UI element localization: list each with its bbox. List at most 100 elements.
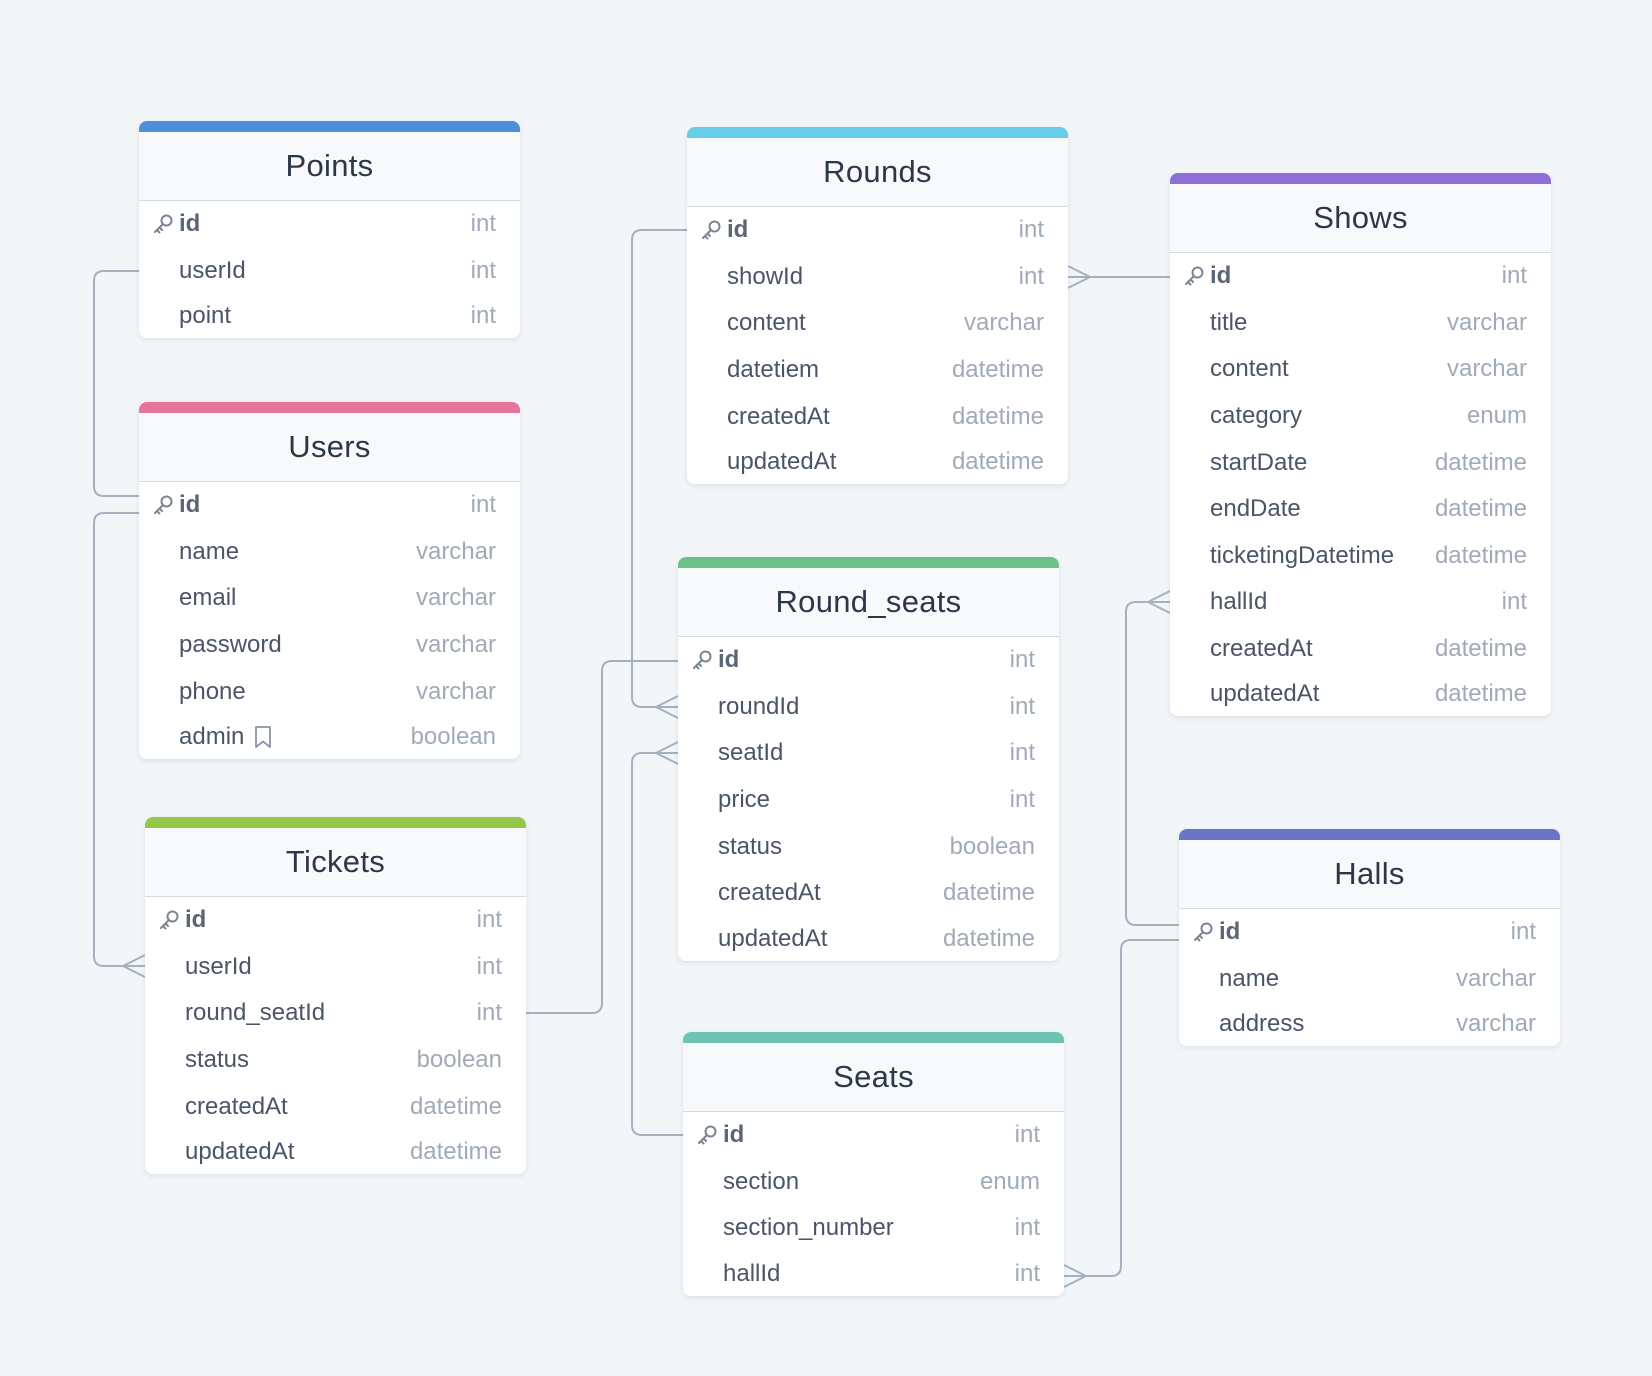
- table-header[interactable]: Seats: [683, 1043, 1064, 1112]
- field-type: int: [470, 491, 496, 519]
- field-row-status[interactable]: status boolean: [145, 1037, 526, 1084]
- field-name-text: createdAt: [1210, 635, 1313, 663]
- field-row-id[interactable]: id int: [145, 897, 526, 944]
- field-row-createdat[interactable]: createdAt datetime: [145, 1083, 526, 1130]
- field-row-ticketingdatetime[interactable]: ticketingDatetime datetime: [1170, 533, 1551, 580]
- connector-rounds-showid-shows-id[interactable]: [1067, 265, 1170, 289]
- field-name-text: id: [723, 1121, 745, 1149]
- field-row-password[interactable]: password varchar: [139, 622, 520, 669]
- field-type: datetime: [951, 402, 1044, 430]
- table-header[interactable]: Tickets: [145, 828, 526, 897]
- field-row-id[interactable]: id int: [1179, 909, 1560, 956]
- field-row-createdat[interactable]: createdAt datetime: [678, 870, 1059, 917]
- field-row-name[interactable]: name varchar: [139, 529, 520, 576]
- table-header[interactable]: Round_seats: [678, 568, 1059, 637]
- field-list: id int name varchar address varchar: [1179, 909, 1560, 1046]
- table-seats[interactable]: Seats id int section enum section_number int h…: [683, 1032, 1064, 1296]
- table-tickets[interactable]: Tickets id int userId int round_seatId int sta…: [145, 817, 526, 1174]
- field-name: phone: [179, 678, 416, 706]
- field-row-content[interactable]: content varchar: [1170, 346, 1551, 393]
- field-row-userid[interactable]: userId int: [139, 248, 520, 295]
- primary-key-icon: [151, 493, 175, 517]
- field-row-point[interactable]: point int: [139, 294, 520, 338]
- field-row-id[interactable]: id int: [139, 201, 520, 248]
- field-row-id[interactable]: id int: [1170, 253, 1551, 300]
- field-row-roundid[interactable]: roundId int: [678, 684, 1059, 731]
- field-name: id: [179, 491, 471, 519]
- field-row-address[interactable]: address varchar: [1179, 1002, 1560, 1046]
- table-accent: [683, 1032, 1064, 1043]
- connector-roundseats-seatid-seats-id[interactable]: [631, 741, 683, 1136]
- field-row-showid[interactable]: showId int: [687, 254, 1068, 301]
- field-row-hallid[interactable]: hallId int: [1170, 579, 1551, 626]
- field-row-updatedat[interactable]: updatedAt datetime: [687, 440, 1068, 484]
- field-row-id[interactable]: id int: [139, 482, 520, 529]
- field-row-userid[interactable]: userId int: [145, 944, 526, 991]
- field-row-updatedat[interactable]: updatedAt datetime: [145, 1130, 526, 1174]
- field-row-title[interactable]: title varchar: [1170, 300, 1551, 347]
- field-row-startdate[interactable]: startDate datetime: [1170, 439, 1551, 486]
- field-row-enddate[interactable]: endDate datetime: [1170, 486, 1551, 533]
- field-row-section[interactable]: section enum: [683, 1159, 1064, 1206]
- field-name: id: [718, 646, 1010, 674]
- field-row-content[interactable]: content varchar: [687, 300, 1068, 347]
- table-header[interactable]: Points: [139, 132, 520, 201]
- connector-seats-hallid-halls-id[interactable]: [1063, 939, 1179, 1288]
- field-row-name[interactable]: name varchar: [1179, 956, 1560, 1003]
- primary-key-icon: [1182, 264, 1206, 288]
- field-row-status[interactable]: status boolean: [678, 823, 1059, 870]
- connector-points-userid-users-id[interactable]: [93, 270, 139, 497]
- field-name-text: roundId: [718, 692, 800, 720]
- field-row-id[interactable]: id int: [687, 207, 1068, 254]
- field-row-round-seatid[interactable]: round_seatId int: [145, 990, 526, 1037]
- field-row-updatedat[interactable]: updatedAt datetime: [678, 917, 1059, 961]
- field-name: section_number: [723, 1214, 1015, 1242]
- field-name-text: id: [179, 210, 201, 238]
- table-header[interactable]: Shows: [1170, 184, 1551, 253]
- primary-key-icon: [151, 212, 175, 236]
- field-row-createdat[interactable]: createdAt datetime: [687, 393, 1068, 440]
- table-rounds[interactable]: Rounds id int showId int content varchar datet…: [687, 127, 1068, 484]
- connector-tickets-roundseatid-roundseats-id[interactable]: [526, 660, 678, 1014]
- field-type: enum: [1466, 402, 1527, 430]
- field-row-datetiem[interactable]: datetiem datetime: [687, 347, 1068, 394]
- field-name: updatedAt: [727, 448, 952, 476]
- table-header[interactable]: Halls: [1179, 840, 1560, 909]
- table-shows[interactable]: Shows id int title varchar content varchar cat…: [1170, 173, 1551, 717]
- field-name-text: id: [727, 216, 749, 244]
- table-round-seats[interactable]: Round_seats id int roundId int seatId int pric…: [678, 557, 1059, 961]
- field-row-hallid[interactable]: hallId int: [683, 1252, 1064, 1296]
- field-row-createdat[interactable]: createdAt datetime: [1170, 626, 1551, 673]
- field-row-updatedat[interactable]: updatedAt datetime: [1170, 672, 1551, 716]
- field-type: varchar: [415, 537, 496, 565]
- field-row-admin[interactable]: admin boolean: [139, 715, 520, 759]
- field-row-phone[interactable]: phone varchar: [139, 668, 520, 715]
- field-name-text: startDate: [1210, 448, 1308, 476]
- connector-tickets-userid-users-id[interactable]: [93, 512, 146, 978]
- field-row-category[interactable]: category enum: [1170, 393, 1551, 440]
- field-name: round_seatId: [185, 999, 477, 1027]
- table-title: Shows: [1313, 200, 1408, 235]
- table-header[interactable]: Rounds: [687, 138, 1068, 207]
- field-row-seatid[interactable]: seatId int: [678, 730, 1059, 777]
- field-type: datetime: [409, 1092, 502, 1120]
- field-list: id int section enum section_number int hallId i…: [683, 1112, 1064, 1296]
- field-name-text: status: [718, 832, 783, 860]
- field-name-text: round_seatId: [185, 999, 326, 1027]
- table-title: Round_seats: [775, 584, 962, 619]
- field-type: int: [476, 952, 502, 980]
- field-name-text: phone: [179, 677, 246, 705]
- field-type: datetime: [951, 356, 1044, 384]
- table-points[interactable]: Points id int userId int point int: [139, 121, 520, 339]
- bookmark-icon[interactable]: [252, 725, 274, 749]
- field-name: id: [727, 216, 1019, 244]
- field-row-id[interactable]: id int: [678, 637, 1059, 684]
- field-row-price[interactable]: price int: [678, 777, 1059, 824]
- table-users[interactable]: Users id int name varchar email varchar passwo…: [139, 402, 520, 759]
- field-row-id[interactable]: id int: [683, 1112, 1064, 1159]
- field-row-email[interactable]: email varchar: [139, 575, 520, 622]
- table-header[interactable]: Users: [139, 413, 520, 482]
- table-halls[interactable]: Halls id int name varchar address varchar: [1179, 829, 1560, 1047]
- field-row-section-number[interactable]: section_number int: [683, 1205, 1064, 1252]
